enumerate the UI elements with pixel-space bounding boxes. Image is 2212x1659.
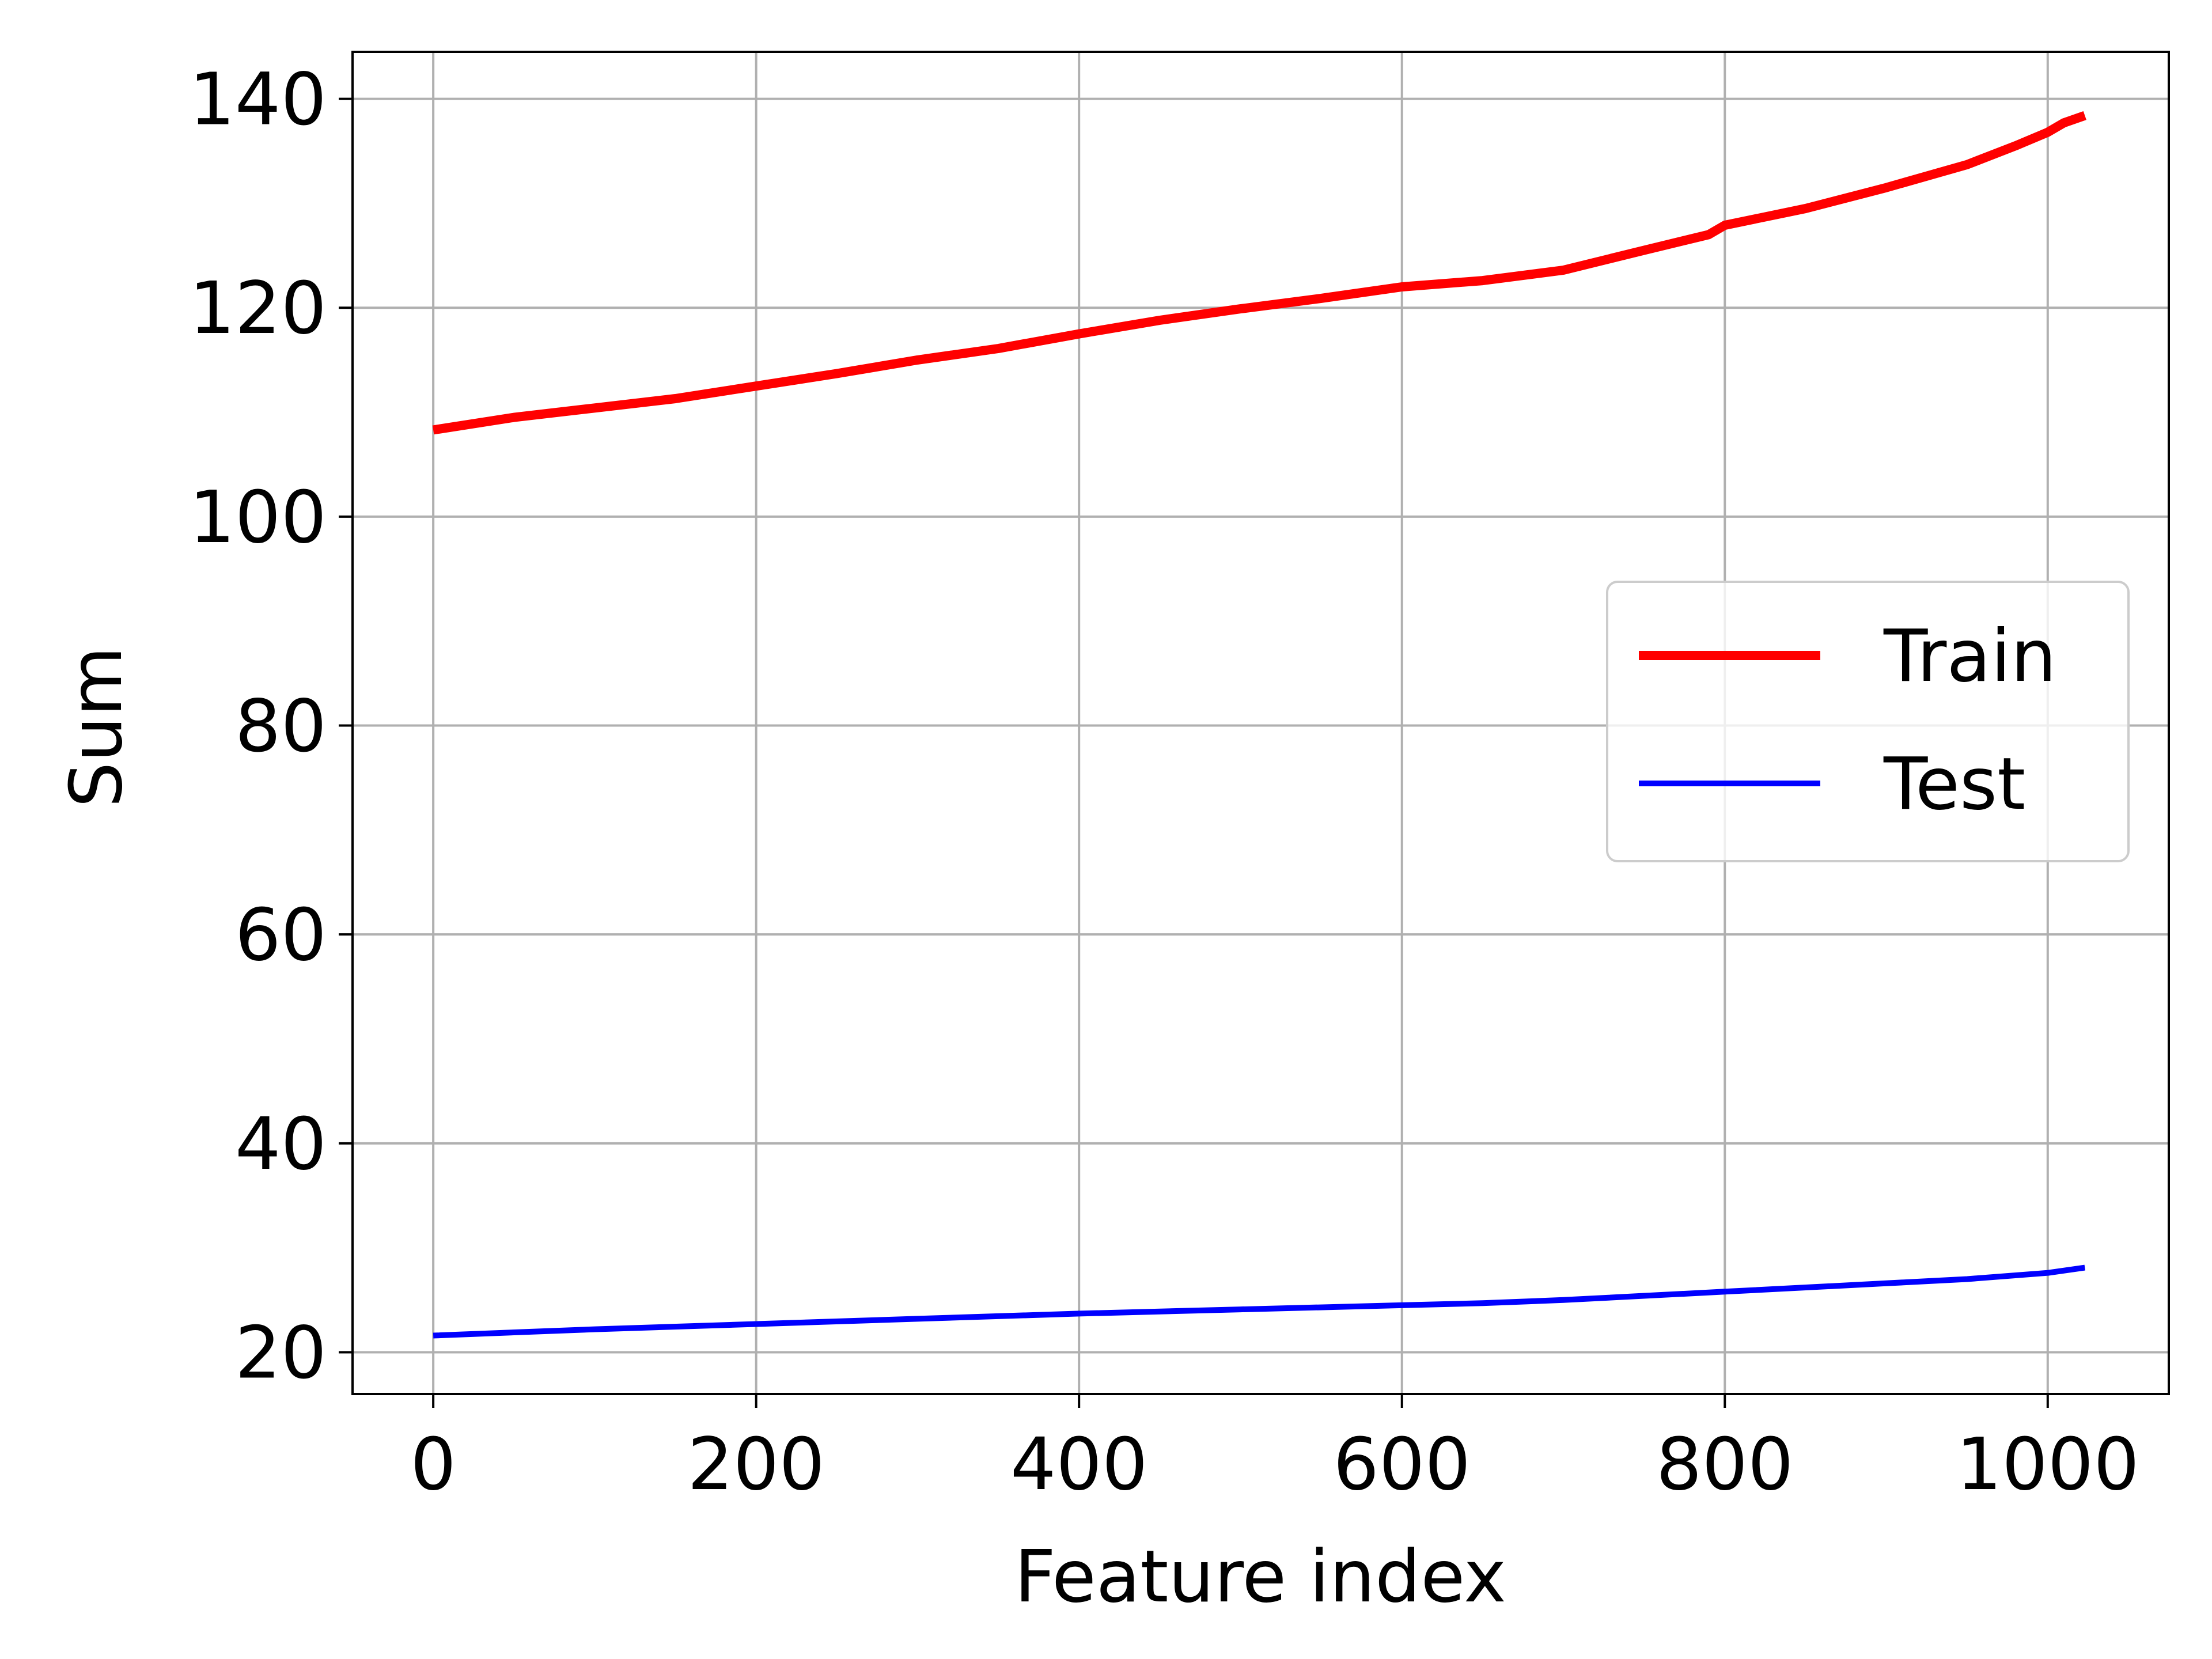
series-line-train xyxy=(432,111,2086,435)
y-axis-ticks: 20 40 60 80 100 120 140 xyxy=(189,58,353,1395)
x-tick-label: 800 xyxy=(1656,1423,1794,1506)
x-tick-label: 200 xyxy=(687,1423,825,1506)
y-tick-label: 120 xyxy=(189,267,327,350)
x-tick-label: 600 xyxy=(1333,1423,1471,1506)
legend: Train Test xyxy=(1606,581,2130,862)
y-tick-label: 140 xyxy=(189,58,327,142)
series-line-test xyxy=(433,1264,2085,1339)
x-tick-label: 1000 xyxy=(1956,1423,2139,1506)
y-tick-label: 40 xyxy=(235,1103,327,1186)
legend-label-train: Train xyxy=(1883,615,2056,698)
x-tick-label: 0 xyxy=(410,1423,456,1506)
legend-label-test: Test xyxy=(1883,743,2025,826)
y-tick-label: 80 xyxy=(235,685,327,768)
y-tick-label: 100 xyxy=(189,476,327,559)
y-tick-label: 60 xyxy=(235,893,327,977)
plot-frame xyxy=(351,51,2170,1395)
y-axis-label: Sum xyxy=(55,646,138,808)
y-tick-label: 20 xyxy=(235,1311,327,1395)
x-axis-ticks: 0 200 400 600 800 1000 xyxy=(410,1394,2139,1506)
series-group xyxy=(432,111,2086,1339)
x-tick-label: 400 xyxy=(1010,1423,1148,1506)
x-axis-label: Feature index xyxy=(1014,1535,1506,1619)
